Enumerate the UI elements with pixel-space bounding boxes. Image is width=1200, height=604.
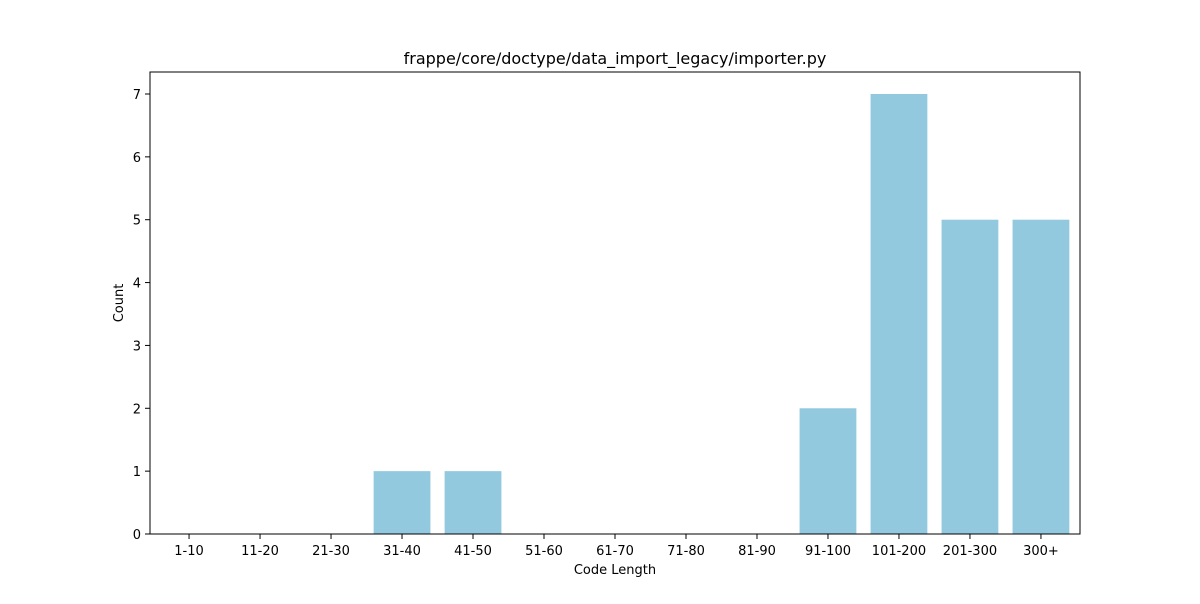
x-tick-label: 31-40 bbox=[383, 544, 421, 559]
y-tick-label: 4 bbox=[133, 277, 141, 292]
bar-41-50 bbox=[444, 471, 502, 534]
x-tick-label: 1-10 bbox=[174, 544, 204, 559]
x-tick-label: 51-60 bbox=[525, 544, 563, 559]
bar-201-300 bbox=[941, 219, 999, 534]
plot-frame bbox=[149, 71, 1081, 535]
y-tick-label: 7 bbox=[133, 88, 141, 103]
y-tick-label: 5 bbox=[133, 214, 141, 229]
y-tick-label: 3 bbox=[133, 339, 141, 354]
x-axis: 1-10 11-20 21-30 31-40 41-50 51-60 61-70 71-80 8… bbox=[174, 534, 1059, 559]
bar-300+ bbox=[1012, 219, 1070, 534]
x-tick-label: 61-70 bbox=[596, 544, 634, 559]
x-tick-label: 41-50 bbox=[454, 544, 492, 559]
x-tick-label: 101-200 bbox=[872, 544, 926, 559]
x-tick-label: 81-90 bbox=[738, 544, 776, 559]
y-tick-label: 2 bbox=[133, 402, 141, 417]
x-tick-label: 300+ bbox=[1023, 544, 1059, 559]
y-tick-label: 6 bbox=[133, 151, 141, 166]
chart-title: frappe/core/doctype/data_import_legacy/i… bbox=[404, 49, 827, 69]
x-axis-label: Code Length bbox=[574, 563, 656, 578]
y-tick-label: 1 bbox=[133, 465, 141, 480]
bars-layer bbox=[373, 94, 1070, 534]
x-tick-label: 11-20 bbox=[241, 544, 279, 559]
y-axis: 0 1 2 3 4 5 6 7 bbox=[133, 88, 150, 543]
x-tick-label: 21-30 bbox=[312, 544, 350, 559]
bar-101-200 bbox=[870, 94, 928, 534]
bar-91-100 bbox=[799, 408, 857, 534]
x-tick-label: 91-100 bbox=[805, 544, 851, 559]
y-tick-label: 0 bbox=[133, 528, 141, 543]
x-tick-label: 71-80 bbox=[667, 544, 705, 559]
y-axis-label: Count bbox=[112, 284, 127, 323]
bar-31-40 bbox=[373, 471, 431, 534]
x-tick-label: 201-300 bbox=[943, 544, 997, 559]
